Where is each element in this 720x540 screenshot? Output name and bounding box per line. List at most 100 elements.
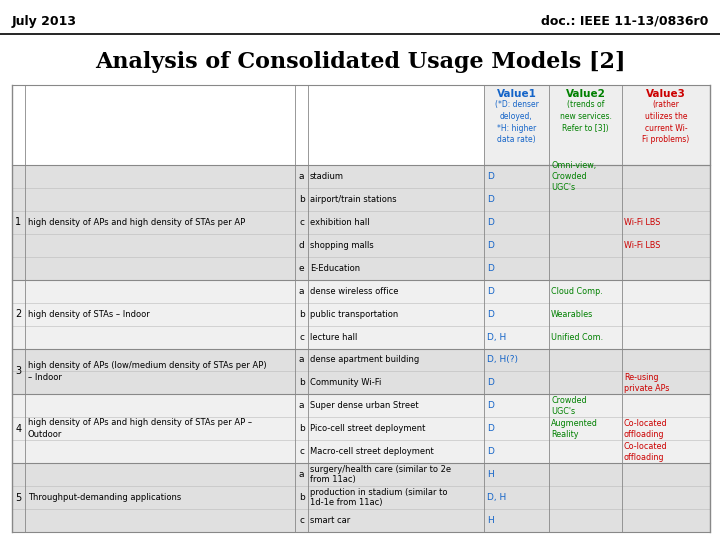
Bar xyxy=(25,463,295,532)
Text: D: D xyxy=(487,447,494,456)
Text: (*D: denser
deloyed,
*H: higher
data rate): (*D: denser deloyed, *H: higher data rat… xyxy=(495,100,539,144)
Text: 1: 1 xyxy=(15,217,22,227)
Text: Throughput-demanding applications: Throughput-demanding applications xyxy=(28,493,181,502)
Text: Crowded
UGC's: Crowded UGC's xyxy=(551,396,587,416)
Text: Wi-Fi LBS: Wi-Fi LBS xyxy=(624,218,660,227)
Text: dense apartment building: dense apartment building xyxy=(310,355,419,364)
Bar xyxy=(12,463,710,486)
Text: Community Wi-Fi: Community Wi-Fi xyxy=(310,379,382,387)
Text: Cloud Comp.: Cloud Comp. xyxy=(551,287,603,296)
Text: high density of APs and high density of STAs per AP –
Outdoor: high density of APs and high density of … xyxy=(28,418,252,439)
Text: lecture hall: lecture hall xyxy=(310,333,357,341)
Bar xyxy=(25,280,295,348)
Text: Augmented
Reality: Augmented Reality xyxy=(551,418,598,439)
Text: Wearables: Wearables xyxy=(551,309,593,319)
Bar xyxy=(484,85,549,165)
Bar xyxy=(25,394,295,463)
Text: Re-using
private APs: Re-using private APs xyxy=(624,373,670,393)
Text: c: c xyxy=(299,333,304,341)
Text: D: D xyxy=(487,218,494,227)
Text: Unified Com.: Unified Com. xyxy=(551,333,603,341)
Text: high density of APs and high density of STAs per AP: high density of APs and high density of … xyxy=(28,218,246,227)
Text: a: a xyxy=(299,401,305,410)
Bar xyxy=(12,256,710,280)
Text: c: c xyxy=(299,218,304,227)
Text: Omni-view,
Crowded
UGC's: Omni-view, Crowded UGC's xyxy=(551,161,596,192)
Text: Analysis of Consolidated Usage Models [2]: Analysis of Consolidated Usage Models [2… xyxy=(95,51,625,73)
Text: dense wireless office: dense wireless office xyxy=(310,287,398,296)
Text: b: b xyxy=(299,379,305,387)
Text: Value3: Value3 xyxy=(646,89,686,99)
Bar xyxy=(12,165,710,188)
Bar xyxy=(12,326,710,348)
Text: high density of STAs – Indoor: high density of STAs – Indoor xyxy=(28,309,150,319)
Text: a: a xyxy=(299,470,305,479)
Bar xyxy=(12,280,710,302)
Bar xyxy=(12,394,710,417)
Bar xyxy=(12,372,710,394)
Text: D: D xyxy=(487,424,494,433)
Text: surgery/health care (similar to 2e
from 11ac): surgery/health care (similar to 2e from … xyxy=(310,465,451,484)
Bar xyxy=(12,463,25,532)
Text: D: D xyxy=(487,287,494,296)
Bar xyxy=(12,417,710,440)
Text: July 2013: July 2013 xyxy=(12,15,77,28)
Text: D: D xyxy=(487,401,494,410)
Bar xyxy=(12,394,25,463)
Text: smart car: smart car xyxy=(310,516,350,525)
Text: Wi-Fi LBS: Wi-Fi LBS xyxy=(624,241,660,250)
Text: D, H: D, H xyxy=(487,333,506,341)
Text: Value2: Value2 xyxy=(566,89,606,99)
Bar xyxy=(12,211,710,234)
Bar xyxy=(622,85,710,165)
Text: Value1: Value1 xyxy=(497,89,536,99)
Text: b: b xyxy=(299,424,305,433)
Bar xyxy=(12,486,710,509)
Text: D: D xyxy=(487,195,494,204)
Bar xyxy=(12,280,25,348)
Text: D: D xyxy=(487,309,494,319)
Text: (rather
utilizes the
current Wi-
Fi problems): (rather utilizes the current Wi- Fi prob… xyxy=(642,100,690,144)
Bar xyxy=(25,165,295,280)
Text: H: H xyxy=(487,470,494,479)
Bar xyxy=(12,509,710,532)
Bar xyxy=(12,348,25,394)
Text: Pico-cell street deployment: Pico-cell street deployment xyxy=(310,424,426,433)
Text: D: D xyxy=(487,264,494,273)
Text: airport/train stations: airport/train stations xyxy=(310,195,397,204)
Bar xyxy=(549,85,622,165)
Text: Co-located
offloading: Co-located offloading xyxy=(624,442,667,462)
Text: Co-located
offloading: Co-located offloading xyxy=(624,418,667,439)
Text: D, H(?): D, H(?) xyxy=(487,355,518,364)
Text: doc.: IEEE 11-13/0836r0: doc.: IEEE 11-13/0836r0 xyxy=(541,15,708,28)
Text: a: a xyxy=(299,355,305,364)
Text: 2: 2 xyxy=(15,309,22,319)
Text: D, H: D, H xyxy=(487,493,506,502)
Text: D: D xyxy=(487,172,494,181)
Text: E-Education: E-Education xyxy=(310,264,360,273)
Text: public transportation: public transportation xyxy=(310,309,398,319)
Text: 5: 5 xyxy=(15,492,22,503)
Text: stadium: stadium xyxy=(310,172,344,181)
Text: e: e xyxy=(299,264,305,273)
Bar xyxy=(12,188,710,211)
Text: c: c xyxy=(299,516,304,525)
Text: H: H xyxy=(487,516,494,525)
Bar xyxy=(25,348,295,394)
Text: shopping malls: shopping malls xyxy=(310,241,374,250)
Bar xyxy=(12,348,710,372)
Text: b: b xyxy=(299,309,305,319)
Text: exhibition hall: exhibition hall xyxy=(310,218,369,227)
Text: D: D xyxy=(487,241,494,250)
Text: a: a xyxy=(299,287,305,296)
Bar xyxy=(12,440,710,463)
Bar xyxy=(12,234,710,256)
Text: b: b xyxy=(299,493,305,502)
Text: Macro-cell street deployment: Macro-cell street deployment xyxy=(310,447,433,456)
Text: production in stadium (similar to
1d-1e from 11ac): production in stadium (similar to 1d-1e … xyxy=(310,488,448,507)
Text: 4: 4 xyxy=(15,424,22,434)
Text: high density of APs (low/medium density of STAs per AP)
– Indoor: high density of APs (low/medium density … xyxy=(28,361,266,382)
Text: c: c xyxy=(299,447,304,456)
Text: Super dense urban Street: Super dense urban Street xyxy=(310,401,418,410)
Text: b: b xyxy=(299,195,305,204)
